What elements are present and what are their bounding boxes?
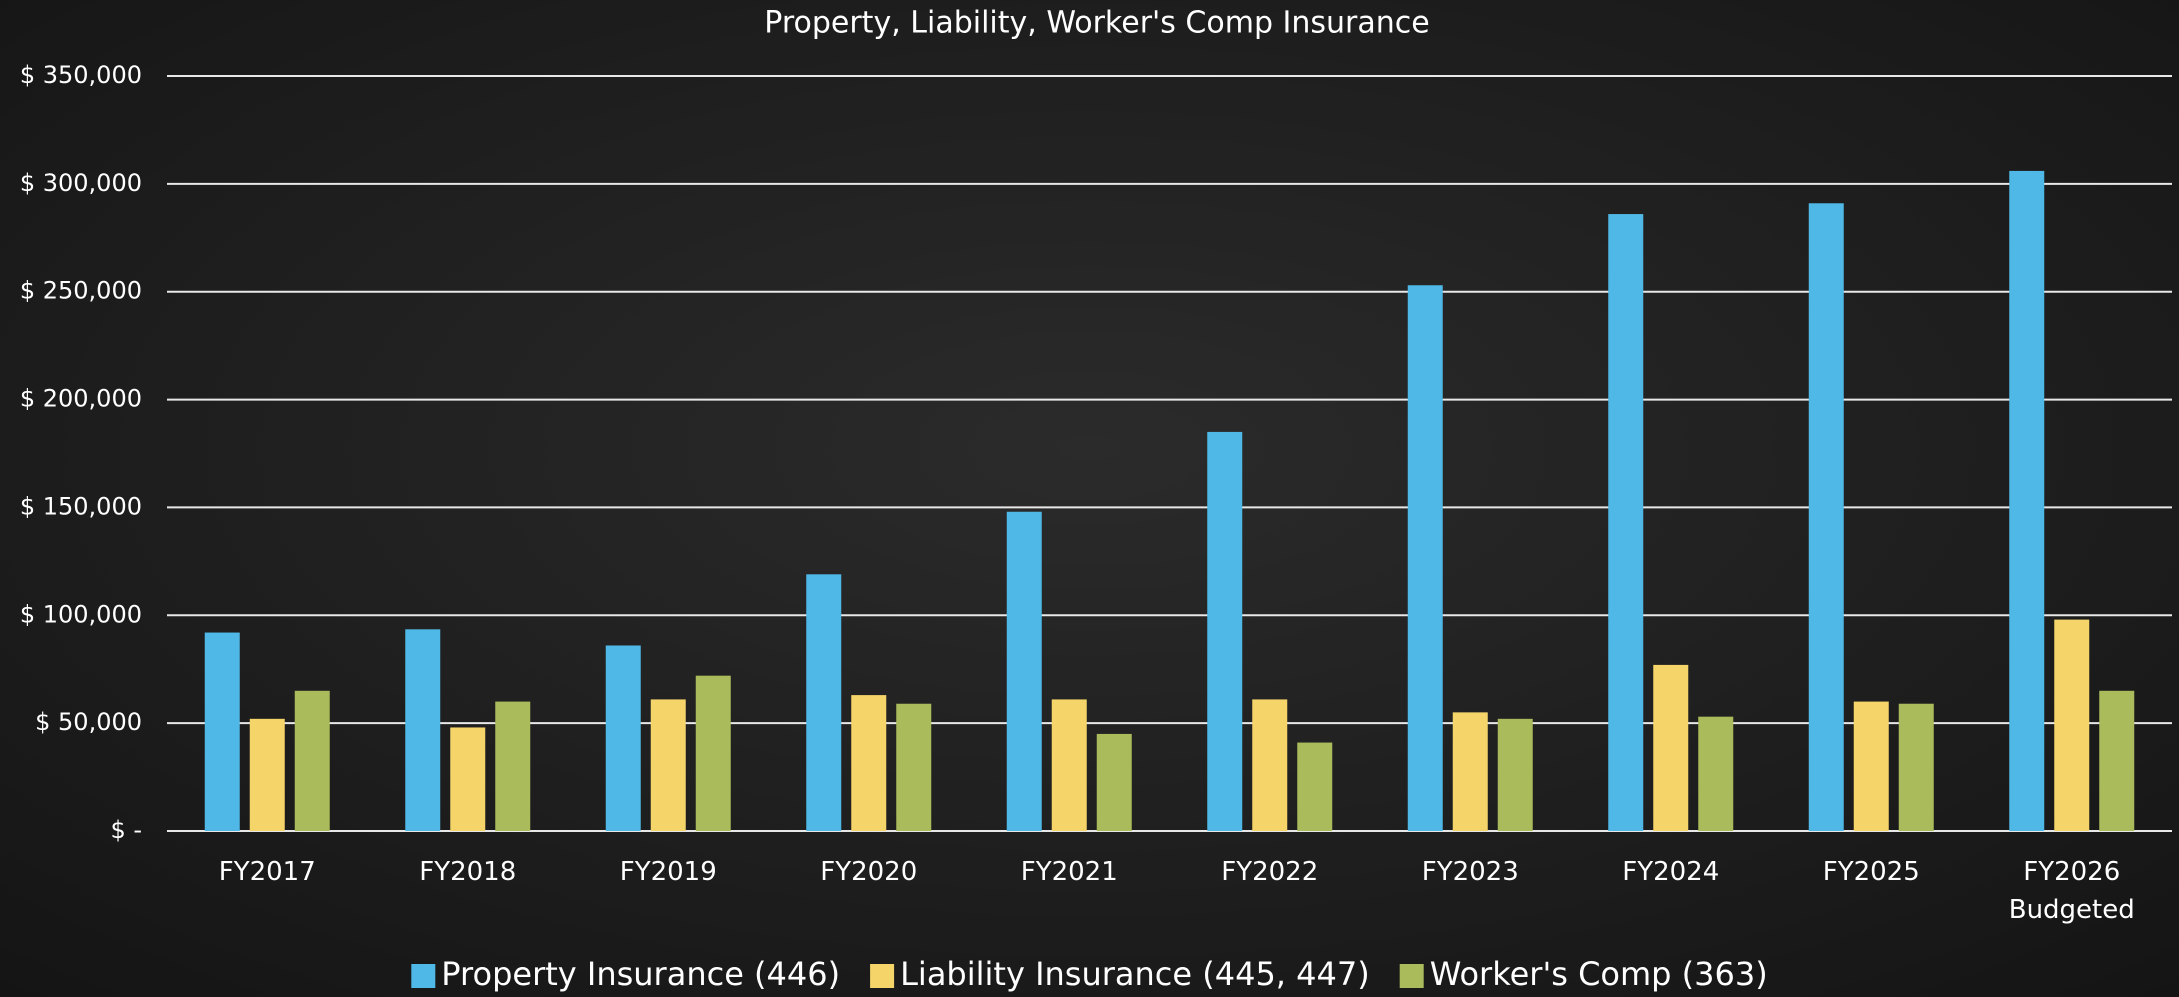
- bar: [2009, 170, 2045, 831]
- y-tick-label: $ -: [110, 816, 142, 844]
- bar: [1207, 431, 1243, 831]
- bar: [605, 645, 641, 831]
- bar: [1608, 214, 1644, 832]
- x-tick-label: FY2021: [1021, 857, 1118, 887]
- bar: [1452, 712, 1488, 831]
- bar: [1096, 733, 1132, 831]
- legend-swatch: [411, 964, 436, 988]
- bar: [1297, 742, 1333, 831]
- bar: [294, 690, 330, 831]
- bar: [249, 718, 285, 831]
- bar: [1051, 699, 1087, 831]
- bar: [1698, 716, 1734, 831]
- legend-label: Property Insurance (446): [441, 955, 840, 993]
- legend-swatch: [870, 964, 895, 988]
- x-tick-label: FY2024: [1622, 857, 1719, 887]
- y-tick-label: $ 350,000: [20, 61, 142, 89]
- bar: [495, 701, 531, 831]
- y-tick-label: $ 300,000: [20, 169, 142, 197]
- x-tick-label: FY2018: [419, 857, 516, 887]
- bar: [2099, 690, 2135, 831]
- bar: [1252, 699, 1288, 831]
- x-tick-label: FY2023: [1422, 857, 1519, 887]
- bar: [405, 629, 441, 831]
- bar: [851, 695, 887, 831]
- bar: [896, 703, 932, 831]
- bar: [1853, 701, 1889, 831]
- x-tick-label: FY2025: [1823, 857, 1920, 887]
- chart-title: Property, Liability, Worker's Comp Insur…: [764, 6, 1429, 41]
- y-tick-label: $ 50,000: [35, 708, 142, 736]
- bar: [695, 675, 731, 831]
- y-tick-label: $ 200,000: [20, 385, 142, 413]
- legend-swatch: [1399, 964, 1424, 988]
- x-tick-label: FY2022: [1221, 857, 1318, 887]
- bar: [1006, 511, 1042, 831]
- bar: [1497, 718, 1533, 831]
- y-tick-label: $ 150,000: [20, 492, 142, 520]
- bar: [1898, 703, 1934, 831]
- legend-label: Liability Insurance (445, 447): [900, 955, 1370, 993]
- x-tick-label: FY2026 Budgeted: [2009, 857, 2135, 925]
- bar: [650, 699, 686, 831]
- legend-label: Worker's Comp (363): [1430, 955, 1768, 993]
- bar: [1808, 203, 1844, 831]
- bar: [204, 632, 240, 831]
- bar: [1407, 285, 1443, 831]
- y-tick-label: $ 100,000: [20, 600, 142, 628]
- bar: [806, 574, 842, 831]
- x-tick-label: FY2017: [219, 857, 316, 887]
- bar: [1653, 664, 1689, 831]
- y-tick-label: $ 250,000: [20, 277, 142, 305]
- bar: [2054, 619, 2090, 831]
- bar: [450, 727, 486, 831]
- x-tick-label: FY2020: [820, 857, 917, 887]
- x-tick-label: FY2019: [620, 857, 717, 887]
